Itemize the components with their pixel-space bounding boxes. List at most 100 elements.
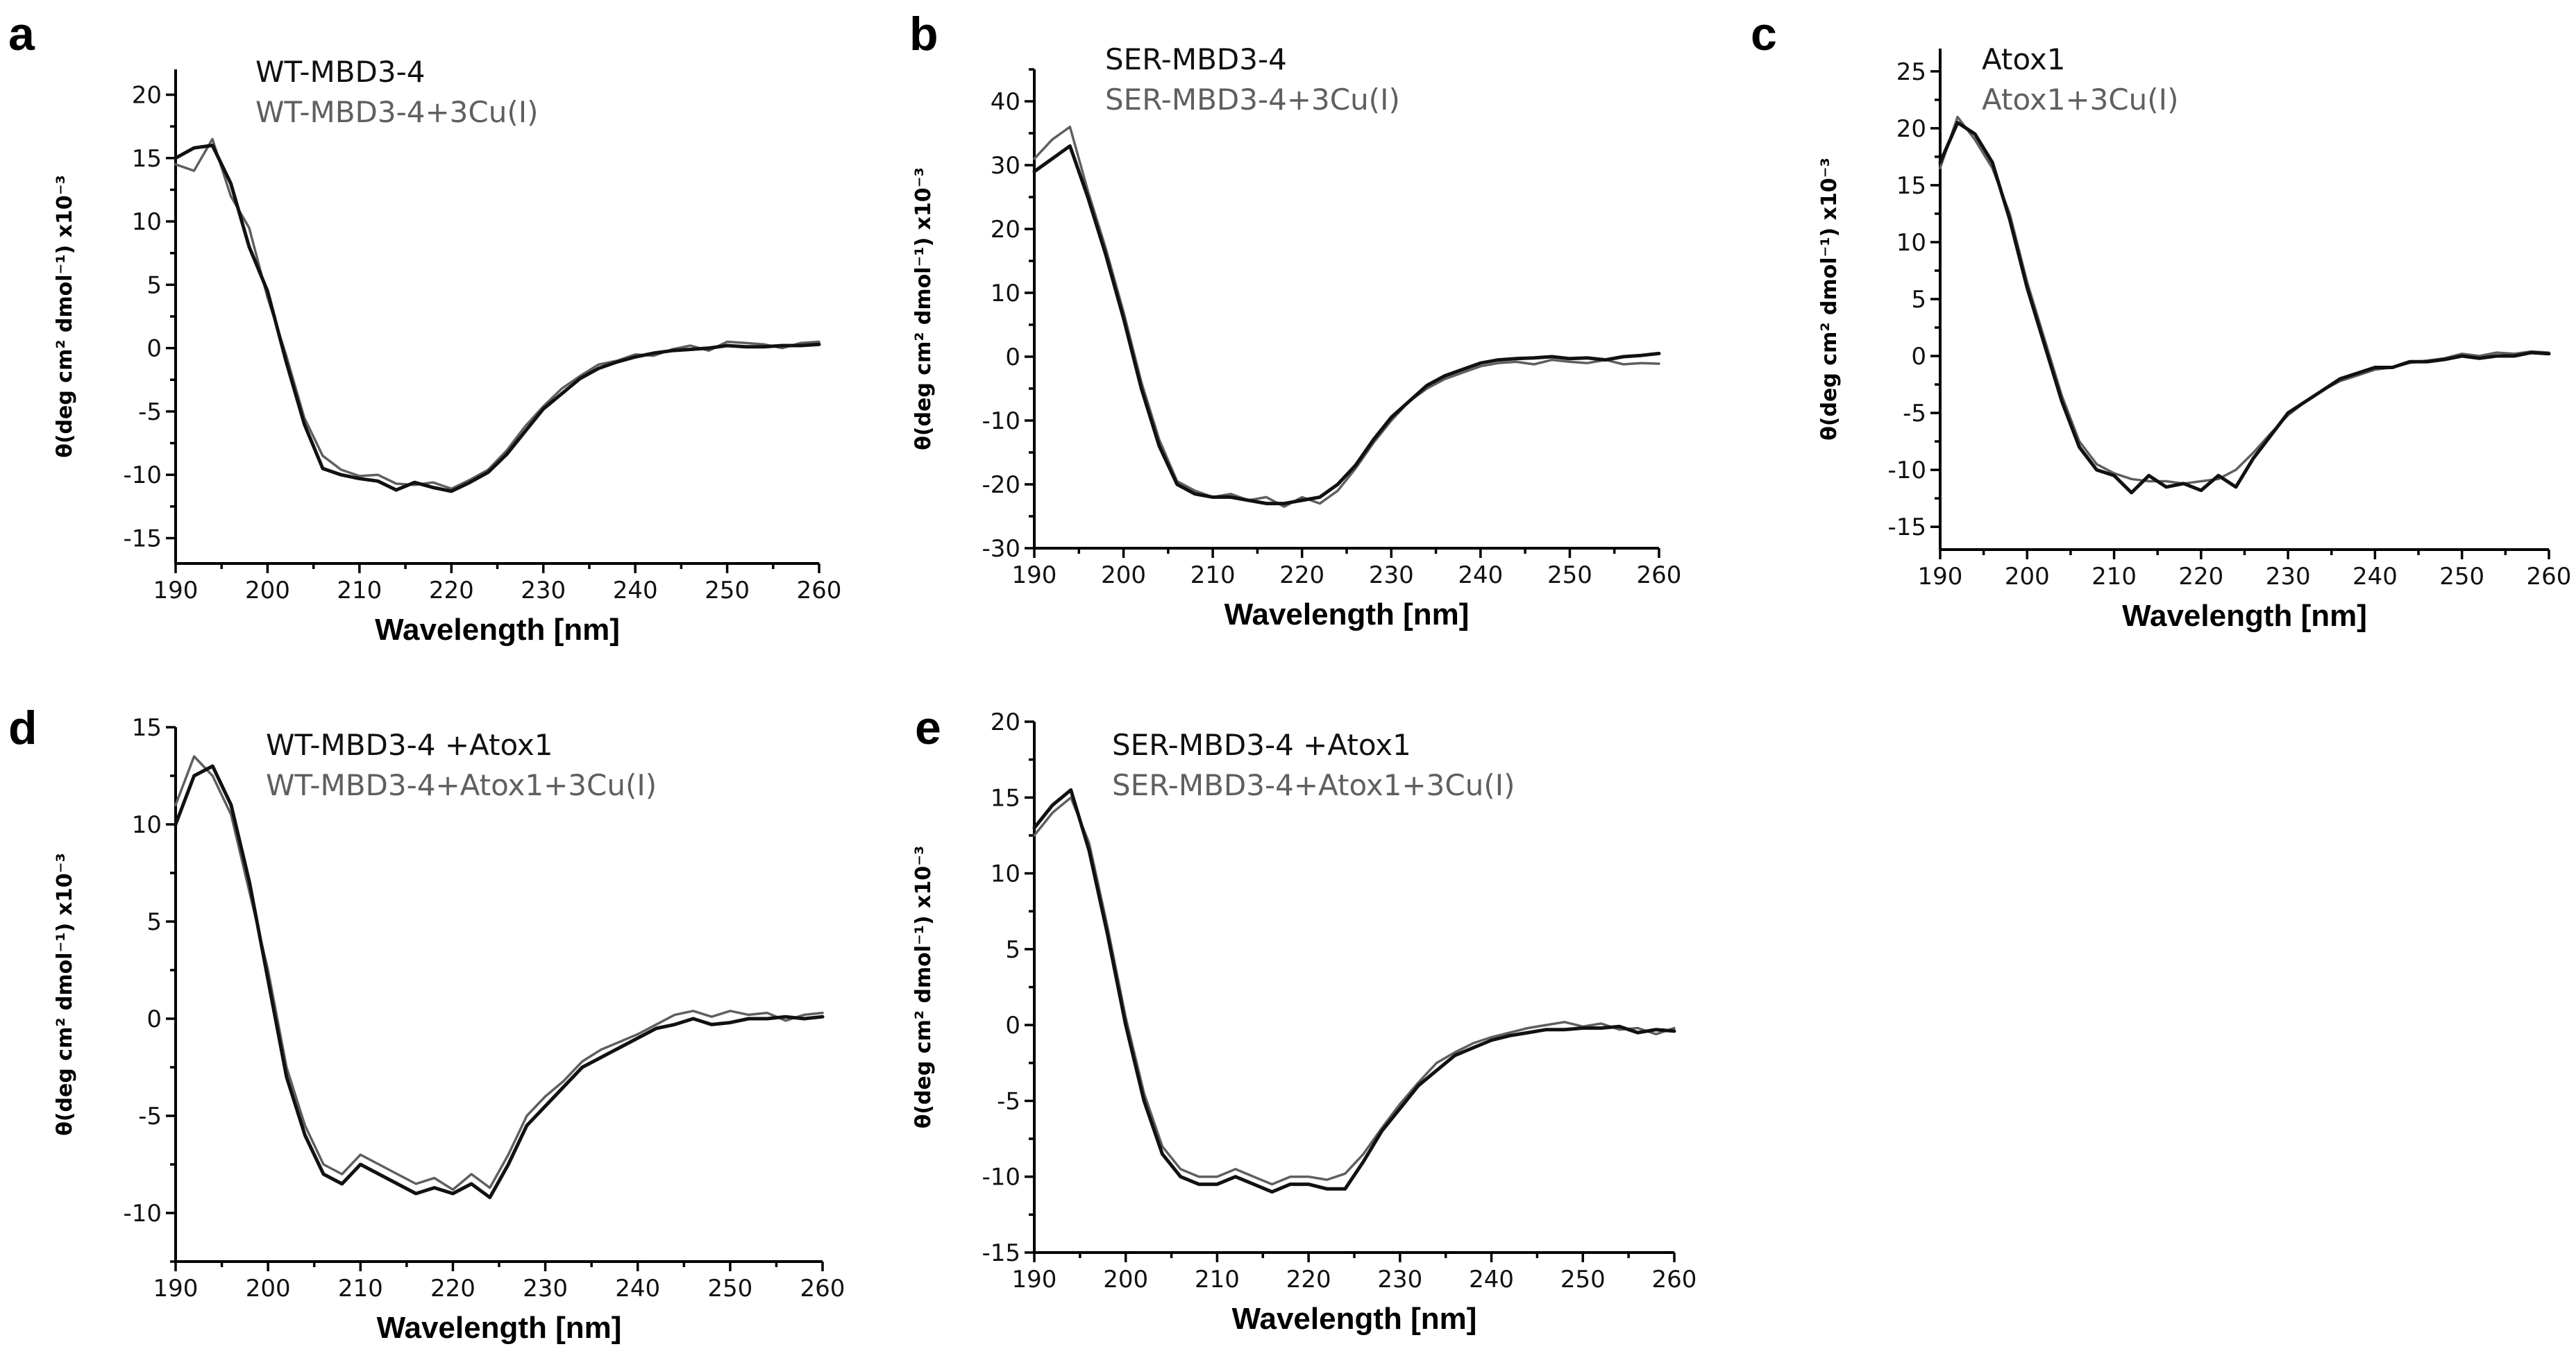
y-tick-label: 0	[146, 1006, 162, 1033]
y-tick-label: 5	[1005, 936, 1020, 964]
x-tick-label: 190	[153, 577, 199, 604]
y-tick-label: -10	[982, 1164, 1020, 1191]
x-tick-label: 240	[613, 577, 658, 604]
x-tick-label: 260	[800, 1275, 845, 1303]
x-tick-label: 260	[2527, 563, 2572, 591]
series-line-native	[1938, 121, 2551, 495]
series-line-native	[1032, 788, 1676, 1194]
y-tick-label: 15	[132, 714, 162, 742]
legend-entry: Atox1	[1982, 42, 2065, 76]
series-line-copper	[1033, 126, 1660, 508]
y-axis-title: θ(deg cm² dmol⁻¹) x10⁻³	[911, 167, 936, 450]
x-tick-label: 190	[1012, 1266, 1057, 1293]
x-tick-label: 230	[523, 1275, 568, 1303]
y-tick-label: 0	[1005, 343, 1020, 371]
x-tick-label: 250	[707, 1275, 752, 1303]
panel-d: d 190 200 210 220 230 240 250 260 -10 -5 0 5 10 15 Wave…	[8, 702, 845, 1345]
panel-letter: b	[909, 8, 938, 60]
y-tick-label: 20	[132, 82, 162, 110]
x-tick-label: 230	[521, 577, 566, 604]
y-tick-label: -5	[997, 1087, 1020, 1115]
y-axis-title: θ(deg cm² dmol⁻¹) x10⁻³	[911, 846, 936, 1129]
panel-letter: c	[1751, 8, 1777, 60]
y-axis-title: θ(deg cm² dmol⁻¹) x10⁻³	[1817, 158, 1842, 441]
x-tick-label: 190	[1012, 561, 1057, 589]
panel-letter: d	[8, 702, 37, 754]
y-tick-label: -5	[1903, 400, 1926, 427]
x-tick-label: 260	[797, 577, 842, 604]
y-tick-label: 15	[1896, 172, 1926, 200]
series-line-copper	[174, 755, 824, 1191]
x-tick-label: 220	[2178, 563, 2223, 591]
y-tick-label: 0	[1911, 343, 1926, 371]
y-tick-label: 25	[1896, 58, 1926, 86]
x-tick-label: 220	[1286, 1266, 1331, 1293]
y-tick-label: 30	[991, 152, 1020, 180]
x-axis-title: Wavelength [nm]	[2122, 599, 2367, 633]
y-tick-label: -10	[982, 407, 1020, 435]
x-tick-label: 200	[246, 1275, 291, 1303]
x-tick-label: 200	[1101, 561, 1146, 589]
x-tick-label: 230	[1377, 1266, 1422, 1293]
series-line-copper	[1033, 796, 1676, 1186]
y-tick-label: 40	[991, 88, 1020, 116]
y-tick-label: -10	[123, 461, 162, 489]
x-axis-title: Wavelength [nm]	[377, 1311, 622, 1345]
legend-entry: WT-MBD3-4+Atox1+3Cu(I)	[266, 768, 657, 802]
y-tick-label: 0	[1005, 1012, 1020, 1040]
legend-entry: SER-MBD3-4	[1105, 42, 1287, 76]
panel-e: e 190 200 210 220 230 240 250 260 -15 -10 -5 0 5 10 15 2…	[911, 702, 1697, 1336]
x-tick-label: 210	[337, 577, 382, 604]
x-tick-label: 210	[1190, 561, 1236, 589]
y-tick-label: -20	[982, 471, 1020, 499]
x-tick-label: 250	[705, 577, 750, 604]
x-tick-label: 260	[1652, 1266, 1697, 1293]
x-tick-label: 200	[2005, 563, 2050, 591]
panel-letter: e	[915, 702, 941, 754]
x-tick-label: 200	[1103, 1266, 1148, 1293]
x-tick-label: 220	[1279, 561, 1324, 589]
x-tick-label: 250	[1547, 561, 1592, 589]
legend-entry: SER-MBD3-4+Atox1+3Cu(I)	[1112, 768, 1515, 802]
x-tick-label: 250	[1560, 1266, 1606, 1293]
panel-letter: a	[8, 8, 35, 60]
y-tick-label: -10	[123, 1200, 162, 1228]
legend-entry: WT-MBD3-4 +Atox1	[266, 728, 553, 762]
y-tick-label: 15	[132, 145, 162, 173]
y-tick-label: 10	[132, 208, 162, 236]
x-tick-label: 250	[2439, 563, 2484, 591]
x-tick-label: 230	[2266, 563, 2311, 591]
x-tick-label: 240	[2352, 563, 2398, 591]
x-tick-label: 230	[1369, 561, 1414, 589]
legend-entry: Atox1+3Cu(I)	[1982, 83, 2178, 117]
y-tick-label: 5	[146, 271, 162, 299]
y-tick-label: -15	[1887, 514, 1926, 541]
series-line-native	[174, 764, 825, 1200]
y-axis-title: θ(deg cm² dmol⁻¹) x10⁻³	[53, 853, 77, 1136]
y-tick-label: -15	[982, 1239, 1020, 1267]
y-tick-label: 15	[991, 784, 1020, 812]
series-line-native	[1032, 144, 1661, 506]
x-tick-label: 190	[153, 1275, 199, 1303]
x-tick-label: 210	[338, 1275, 383, 1303]
legend-entry: SER-MBD3-4+3Cu(I)	[1105, 83, 1400, 117]
x-tick-label: 210	[2091, 563, 2137, 591]
y-axis-title: θ(deg cm² dmol⁻¹) x10⁻³	[53, 175, 77, 458]
y-tick-label: 5	[146, 908, 162, 936]
x-axis-title: Wavelength [nm]	[375, 613, 620, 647]
y-tick-label: 10	[1896, 229, 1926, 257]
x-tick-label: 240	[1458, 561, 1503, 589]
x-tick-label: 260	[1637, 561, 1682, 589]
x-tick-label: 220	[429, 577, 474, 604]
y-tick-label: 20	[991, 709, 1020, 736]
y-tick-label: 10	[991, 860, 1020, 888]
x-tick-label: 240	[1469, 1266, 1514, 1293]
y-tick-label: 20	[1896, 115, 1926, 143]
panel-c: c 190 200 210 220 230 240 250 260 -15 -10 -5 0 5 10 15 2…	[1751, 8, 2571, 633]
y-tick-label: 20	[991, 216, 1020, 244]
y-tick-label: -15	[123, 525, 162, 552]
y-tick-label: -10	[1887, 457, 1926, 484]
x-axis-title: Wavelength [nm]	[1232, 1302, 1477, 1336]
panel-b: b 190 200 210 220 230 240 250 260 -30 -20 -10 0 10 20 3…	[909, 8, 1681, 631]
